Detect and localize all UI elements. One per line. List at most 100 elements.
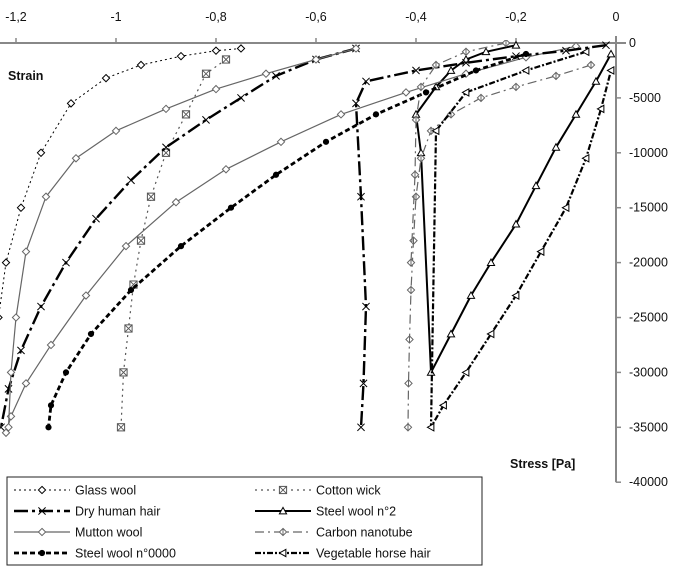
data-point-vegetable-horse-hair: [431, 126, 440, 136]
x-tick-label: -1: [110, 10, 121, 24]
data-point-dry-human-hair: [162, 143, 170, 152]
x-tick-label: -0,2: [505, 10, 527, 24]
data-point-cotton-wick-cross: [117, 423, 125, 432]
data-point-vegetable-horse-hair: [561, 203, 570, 213]
series-layer: [0, 40, 616, 438]
legend-entry-dry-human-hair: Dry human hair: [14, 505, 160, 519]
legend-entry-steel-wool-n-2: Steel wool n°2: [255, 505, 396, 519]
data-point-steel-wool-n-2: [571, 109, 581, 118]
data-point-glass-wool: [176, 51, 186, 61]
axis-labels: Strain Stress [Pa]: [8, 69, 575, 471]
data-point-dry-human-hair-b0: [412, 66, 420, 75]
data-point-mutton-wool: [276, 137, 286, 147]
legend-label-vegetable-horse-hair: Vegetable horse hair: [316, 547, 431, 561]
legend-label-cotton-wick: Cotton wick: [316, 484, 381, 498]
legend: Glass wool Cotton wick Dry human hair Steel…: [6, 476, 483, 566]
data-point-vegetable-horse-hair: [438, 400, 447, 410]
data-point-mutton-wool: [1, 428, 11, 438]
data-point-steel-wool-n-0000: [47, 402, 55, 409]
legend-marker-mutton-wool: [37, 527, 47, 537]
data-point-cotton-wick-cross: [137, 236, 145, 245]
data-point-steel-wool-n-2: [606, 49, 616, 58]
x-axis-label: Strain: [8, 69, 43, 83]
legend-marker-glass-wool: [37, 485, 47, 495]
data-point-glass-wool: [36, 148, 46, 158]
data-point-vegetable-horse-hair: [521, 66, 530, 75]
series-line-vegetable-horse-hair: [429, 50, 613, 429]
data-point-glass-wool: [211, 46, 221, 55]
data-point-dry-human-hair-b0: [362, 302, 370, 311]
data-point-vegetable-horse-hair: [426, 422, 435, 432]
y-tick-label: 0: [629, 36, 636, 50]
legend-entry-steel-wool-n-0000: Steel wool n°0000: [14, 547, 176, 561]
x-tick-label: -0,8: [205, 10, 227, 24]
data-point-steel-wool-n-0000: [45, 424, 52, 431]
data-point-dry-human-hair: [237, 93, 245, 102]
data-point-mutton-wool-b1: [21, 247, 31, 256]
data-point-mutton-wool-b1: [261, 69, 271, 79]
data-point-steel-wool-n-0000: [422, 89, 430, 96]
legend-marker-dry-human-hair: [38, 507, 46, 515]
y-tick-label: -10000: [629, 146, 668, 160]
data-point-vegetable-horse-hair: [461, 367, 470, 377]
data-point-dry-human-hair: [202, 115, 210, 124]
legend-marker-cotton-wick-cross: [279, 486, 287, 494]
data-point-cotton-wick-cross: [119, 368, 128, 377]
data-point-vegetable-horse-hair: [581, 153, 590, 163]
data-point-glass-wool: [0, 314, 3, 321]
x-tick-label: -0,4: [405, 10, 427, 24]
series-line-glass-wool: [0, 48, 242, 311]
data-point-glass-wool: [1, 258, 11, 267]
data-point-steel-wool-n-2: [446, 329, 456, 338]
series-mutton-wool: [1, 41, 581, 438]
legend-label-steel-wool-n-2: Steel wool n°2: [316, 505, 396, 519]
data-point-vegetable-horse-hair: [596, 104, 605, 114]
data-point-steel-wool-n-0000: [322, 138, 330, 145]
data-point-steel-wool-n-2: [481, 47, 491, 56]
series-cotton-wick: [116, 55, 231, 432]
data-point-mutton-wool-b1: [211, 84, 221, 94]
data-point-steel-wool-n-2: [531, 181, 541, 190]
legend-marker-steel-wool-n-0000: [38, 549, 46, 557]
data-point-mutton-wool-b1: [71, 153, 81, 163]
data-point-mutton-wool: [336, 110, 346, 119]
data-point-mutton-wool-b1: [41, 192, 51, 202]
data-point-cotton-wick-cross: [147, 192, 155, 201]
data-point-steel-wool-n-2: [511, 219, 521, 228]
data-point-dry-human-hair: [17, 346, 25, 355]
x-tick-label: 0: [613, 10, 620, 24]
series-line-mutton-wool-b1: [7, 47, 357, 428]
data-point-glass-wool: [236, 44, 246, 53]
series-carbon-nanotube-b2: [406, 40, 511, 267]
x-tick-label: -1,2: [5, 10, 27, 24]
data-point-glass-wool: [16, 203, 26, 213]
data-point-steel-wool-n-0000: [227, 204, 235, 211]
data-point-cotton-wick-cross: [124, 324, 133, 333]
data-point-vegetable-horse-hair: [486, 329, 495, 339]
legend-label-glass-wool: Glass wool: [75, 484, 136, 498]
data-point-steel-wool-n-0000: [272, 171, 280, 178]
data-point-dry-human-hair-b0: [562, 46, 570, 55]
data-point-mutton-wool: [221, 164, 231, 174]
data-point-mutton-wool: [401, 88, 411, 97]
legend-label-carbon-nanotube: Carbon nanotube: [316, 526, 413, 540]
data-point-steel-wool-n-2: [446, 65, 456, 74]
data-point-mutton-wool-b1: [351, 44, 361, 53]
data-point-mutton-wool-b1: [11, 313, 21, 322]
data-point-steel-wool-n-2: [466, 290, 476, 299]
data-point-vegetable-horse-hair: [461, 87, 470, 97]
y-axis-label: Stress [Pa]: [510, 457, 575, 471]
data-point-vegetable-horse-hair: [581, 47, 590, 57]
legend-entry-cotton-wick: Cotton wick: [255, 484, 381, 498]
data-point-dry-human-hair: [92, 214, 100, 223]
data-point-cotton-wick-cross: [222, 55, 230, 64]
data-point-vegetable-horse-hair: [536, 247, 545, 257]
series-mutton-wool-b1: [4, 44, 361, 432]
data-point-mutton-wool: [81, 291, 91, 300]
legend-label-steel-wool-n-0000: Steel wool n°0000: [75, 547, 176, 561]
series-line-mutton-wool: [5, 45, 577, 433]
series-line-carbon-nanotube: [407, 64, 592, 428]
data-point-steel-wool-n-0000: [177, 243, 185, 250]
data-point-steel-wool-n-0000: [62, 369, 70, 376]
y-tick-label: -35000: [629, 420, 668, 434]
